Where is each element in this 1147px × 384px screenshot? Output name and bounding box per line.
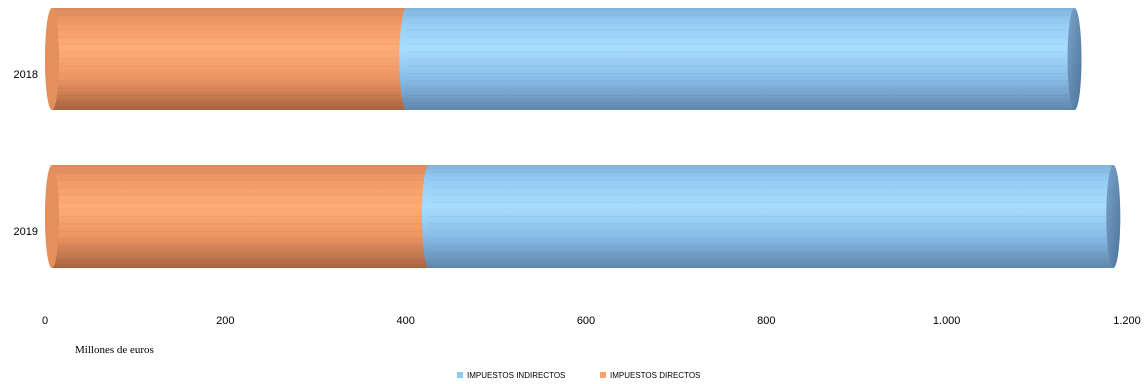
x-tick-label: 800 xyxy=(757,315,775,327)
bar-end-cap xyxy=(1106,165,1121,268)
bar-end-cap xyxy=(1067,8,1082,110)
x-axis-title: Millones de euros xyxy=(75,344,154,356)
x-tick-label: 400 xyxy=(396,315,414,327)
legend-swatch xyxy=(457,372,463,378)
legend-label: IMPUESTOS DIRECTOS xyxy=(610,371,700,380)
legend-item: IMPUESTOS INDIRECTOS xyxy=(457,371,565,380)
x-tick-label: 600 xyxy=(577,315,595,327)
bar-2019-indirectos xyxy=(421,165,1121,268)
x-tick-label: 1.000 xyxy=(933,315,961,327)
x-tick-label: 200 xyxy=(216,315,234,327)
x-axis-tick-labels: 0 200 400 600 800 1.000 1.200 xyxy=(42,315,1141,327)
x-tick-label: 0 xyxy=(42,315,48,327)
legend-label: IMPUESTOS INDIRECTOS xyxy=(467,371,565,380)
category-label-2019: 2019 xyxy=(14,226,38,238)
bar-2019-directos xyxy=(45,165,436,268)
legend-item: IMPUESTOS DIRECTOS xyxy=(600,371,700,380)
bar-start-cap xyxy=(45,165,59,268)
bar-2018-directos xyxy=(45,8,414,110)
legend: IMPUESTOS INDIRECTOS IMPUESTOS DIRECTOS xyxy=(457,371,700,380)
category-label-2018: 2018 xyxy=(14,69,38,81)
bar-2018-indirectos xyxy=(399,8,1082,110)
legend-swatch xyxy=(600,372,606,378)
bars xyxy=(45,8,1121,268)
bar-start-cap xyxy=(45,8,59,110)
category-labels: 2018 2019 xyxy=(14,69,38,238)
x-tick-label: 1.200 xyxy=(1113,315,1141,327)
